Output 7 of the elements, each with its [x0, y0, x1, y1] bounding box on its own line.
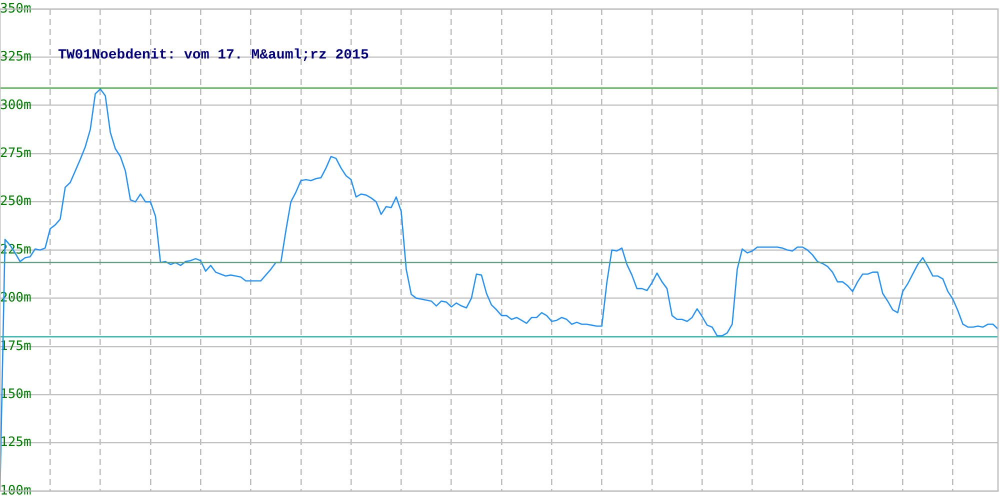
y-tick-label: 275m [0, 146, 32, 161]
y-tick-label: 300m [0, 98, 32, 113]
y-tick-label: 250m [0, 194, 32, 210]
y-tick-label: 125m [0, 435, 32, 450]
y-tick-label: 325m [0, 50, 32, 65]
text: TW01Noebdenit: vom 17. M&auml;rz 2015 [58, 48, 369, 64]
y-tick-label: 150m [0, 386, 32, 402]
